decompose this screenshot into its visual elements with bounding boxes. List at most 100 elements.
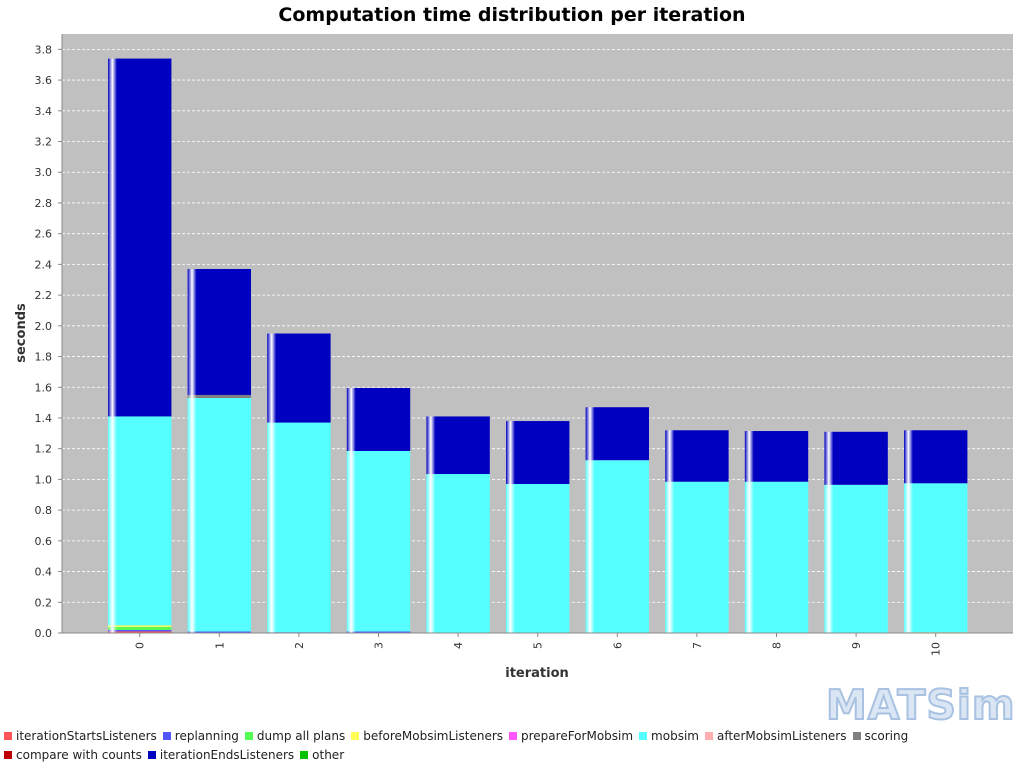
- bars: [108, 58, 968, 633]
- x-tick-label: 6: [611, 642, 624, 649]
- x-tick-label: 2: [293, 642, 306, 649]
- x-tick-label: 8: [771, 642, 784, 649]
- legend-label: iterationStartsListeners: [16, 729, 157, 743]
- legend-swatch: [300, 751, 309, 759]
- bar-segment: [108, 629, 172, 632]
- bar-segment: [346, 450, 411, 632]
- legend-label: mobsim: [651, 729, 699, 743]
- y-tick-label: 0.6: [35, 535, 53, 548]
- matsim-logo: MATSim: [825, 681, 1016, 729]
- bar-segment: [108, 416, 172, 626]
- y-tick-label: 3.8: [35, 43, 53, 56]
- bar-segment: [744, 431, 809, 482]
- legend-item: other: [300, 748, 344, 762]
- legend-item: prepareForMobsim: [509, 729, 633, 743]
- x-tick-label: 3: [373, 642, 386, 649]
- y-tick-label: 0.8: [35, 504, 53, 517]
- legend-item: compare with counts: [4, 748, 142, 762]
- y-tick-label: 1.8: [35, 351, 53, 364]
- legend-item: mobsim: [639, 729, 699, 743]
- y-tick-label: 3.4: [35, 105, 53, 118]
- legend-label: compare with counts: [16, 748, 142, 762]
- x-tick-label: 9: [850, 642, 863, 649]
- bar-segment: [744, 481, 809, 633]
- legend-swatch: [4, 732, 12, 740]
- legend-label: other: [312, 748, 345, 762]
- y-tick-label: 0.2: [35, 596, 53, 609]
- legend-swatch: [704, 732, 713, 740]
- bar-segment: [824, 431, 888, 485]
- legend-swatch: [639, 732, 648, 740]
- legend-label: dump all plans: [256, 729, 346, 743]
- legend-item: dump all plans: [244, 729, 346, 743]
- bar-segment: [824, 484, 888, 633]
- legend-item: afterMobsimListeners: [704, 729, 847, 743]
- bar-segment: [904, 483, 968, 633]
- bar-segment: [267, 333, 331, 423]
- x-tick-label: 7: [691, 642, 704, 649]
- x-axis-label: iteration: [505, 666, 569, 681]
- y-tick-label: 2.8: [35, 197, 53, 210]
- y-tick-label: 2.6: [35, 228, 53, 241]
- y-tick-label: 1.0: [35, 473, 53, 486]
- legend: iterationStartsListeners replanning dump a…: [4, 729, 1020, 762]
- y-axis: 0.0 0.2 0.4 0.6 0.8 1.0 1.2 1.4 1.6 1.8 2.0 2.2 2.4 2…: [35, 34, 63, 640]
- bar-segment: [187, 631, 252, 633]
- chart-title: Computation time distribution per iterat…: [278, 4, 745, 26]
- bar-segment: [665, 481, 729, 633]
- y-tick-label: 2.4: [35, 258, 53, 271]
- bar-segment: [665, 430, 729, 482]
- x-tick-label: 10: [930, 642, 943, 656]
- legend-swatch: [4, 751, 12, 759]
- legend-label: iterationEndsListeners: [159, 748, 295, 762]
- y-tick-label: 1.2: [35, 443, 53, 456]
- legend-swatch: [351, 732, 360, 740]
- legend-item: replanning: [162, 729, 239, 743]
- legend-swatch: [509, 732, 518, 740]
- legend-item: iterationEndsListeners: [147, 748, 295, 762]
- bar-segment: [108, 625, 172, 627]
- bar-segment: [346, 631, 411, 633]
- legend-label: prepareForMobsim: [521, 729, 634, 743]
- y-tick-label: 3.0: [35, 166, 53, 179]
- legend-swatch: [147, 751, 156, 759]
- legend-item: scoring: [852, 729, 909, 743]
- x-tick-label: 1: [213, 642, 226, 649]
- bar-segment: [585, 460, 650, 633]
- bar-segment: [506, 484, 570, 633]
- legend-label: beforeMobsimListeners: [363, 729, 504, 743]
- bar-segment: [346, 388, 411, 451]
- legend-label: scoring: [864, 729, 909, 743]
- bar-segment: [904, 430, 968, 484]
- x-axis: 0 1 2 3 4 5 6 7 8 9 10: [62, 632, 1013, 656]
- bar-segment: [187, 398, 252, 632]
- legend-item: beforeMobsimListeners: [351, 729, 503, 743]
- y-tick-label: 0.0: [35, 627, 53, 640]
- x-tick-label: 4: [452, 642, 465, 649]
- legend-swatch: [162, 732, 171, 740]
- y-tick-label: 3.6: [35, 74, 53, 87]
- bar-segment: [108, 58, 172, 417]
- legend-swatch: [244, 732, 253, 740]
- legend-label: afterMobsimListeners: [716, 729, 847, 743]
- bar-segment: [187, 394, 252, 399]
- bar-segment: [585, 407, 650, 461]
- bar-segment: [108, 626, 172, 630]
- y-tick-label: 1.6: [35, 381, 53, 394]
- y-tick-label: 1.4: [35, 412, 53, 425]
- bar-segment: [267, 422, 331, 633]
- y-tick-label: 3.2: [35, 136, 53, 149]
- bar-segment: [426, 474, 490, 633]
- x-tick-label: 5: [532, 642, 545, 649]
- bar-segment: [187, 268, 252, 395]
- x-tick-label: 0: [134, 642, 147, 649]
- y-axis-label: seconds: [14, 303, 29, 363]
- legend-swatch: [852, 732, 861, 740]
- y-tick-label: 0.4: [35, 566, 53, 579]
- bar-segment: [108, 631, 172, 633]
- legend-label: replanning: [174, 729, 239, 743]
- y-tick-label: 2.2: [35, 289, 53, 302]
- y-tick-label: 2.0: [35, 320, 53, 333]
- legend-item: iterationStartsListeners: [4, 729, 157, 743]
